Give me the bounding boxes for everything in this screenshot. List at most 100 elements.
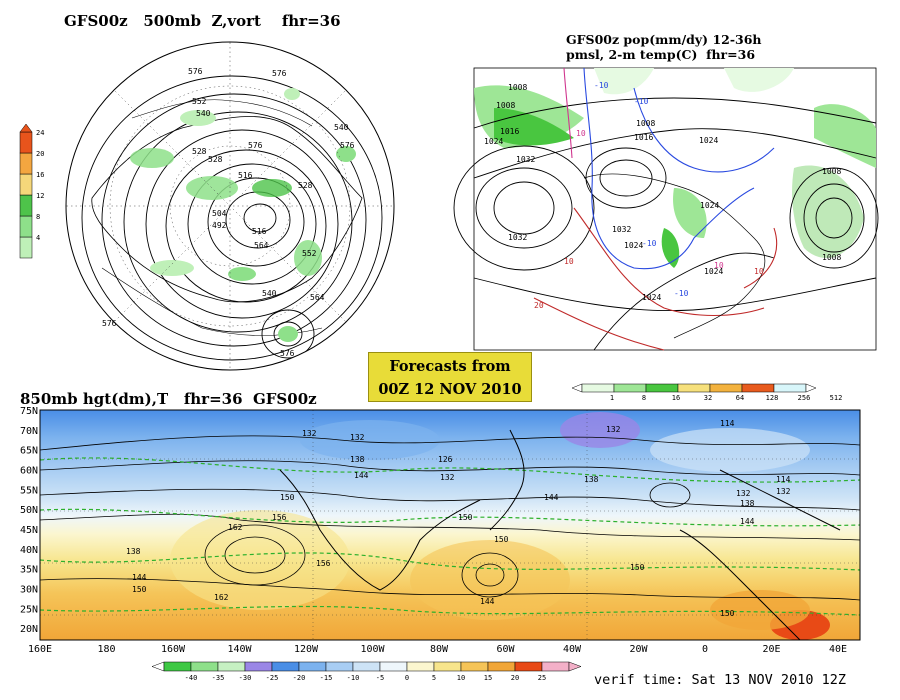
vort-contour-label: 540 — [262, 289, 277, 298]
hgt850-lon-label: 20W — [630, 644, 649, 655]
vort-contour-label: 576 — [340, 141, 355, 150]
vort-contour-label: 540 — [196, 109, 211, 118]
vort-polar-map: 576 5765525405285285165044925165285405525… — [65, 41, 395, 371]
vort-contour-label: 576 — [188, 67, 203, 76]
vort-contour-label: 504 — [212, 209, 227, 218]
pop-colorbar-tick: 128 — [766, 394, 779, 402]
hgt850-lon-label: 160E — [28, 644, 52, 655]
hgt850-contour-label: 162 — [214, 593, 229, 602]
temp-colorbar-swatch — [406, 661, 435, 672]
hgt850-lat-label: 40N — [20, 545, 38, 556]
hgt850-contour-label: 138 — [126, 547, 141, 556]
vort-colorbar-tick: 8 — [36, 213, 40, 221]
hgt850-lon-label: 160W — [161, 644, 186, 655]
pop-colorbar-tick: 1 — [610, 394, 614, 402]
hgt850-contour-label: 150 — [132, 585, 147, 594]
temp-colorbar-tick: 10 — [457, 674, 465, 682]
vort-contour-label: 492 — [212, 221, 227, 230]
hgt850-contour-label: 150 — [458, 513, 473, 522]
vort-colorbar-arrow — [19, 123, 33, 133]
vort-map-title: GFS00z 500mb Z,vort fhr=36 — [64, 12, 341, 30]
hgt850-lon-label: 100W — [360, 644, 385, 655]
pop-title-line2: pmsl, 2-m temp(C) fhr=36 — [566, 47, 756, 62]
pop-pmsl-map: 1008100810161024103210321024101610081024… — [453, 67, 879, 351]
pop-temp-label: 10 — [564, 257, 574, 266]
hgt850-contour-label: 138 — [350, 455, 365, 464]
hgt850-lon-label: 80W — [430, 644, 449, 655]
pop-temp-label: 10 — [576, 129, 586, 138]
pop-isobar-label: 1032 — [508, 233, 527, 242]
hgt850-contour-label: 144 — [740, 517, 755, 526]
hgt850-lat-label: 65N — [20, 446, 38, 457]
vort-contour-label: 552 — [192, 97, 207, 106]
hgt850-contour-label: 132 — [302, 429, 317, 438]
hgt850-lon-axis: 160E 180 160W 140W 120W 100W 80W 60W 40W 20W 0 20E 4… — [28, 644, 847, 655]
pop-isobar-label: 1016 — [500, 127, 519, 136]
temp-colorbar-tick: 20 — [511, 674, 519, 682]
pop-isobar-label: 1024 — [699, 136, 718, 145]
pop-colorbar: 1 8 16 32 64 128 256 512 — [571, 383, 842, 402]
hgt850-lat-label: 55N — [20, 485, 38, 496]
vort-colorbar-swatch — [19, 131, 33, 154]
pop-temp-label: -10 — [642, 239, 657, 248]
pop-colorbar-right-arrow — [805, 383, 817, 393]
forecast-init-box: Forecasts from 00Z 12 NOV 2010 — [368, 352, 532, 402]
pop-isobar-label: 1008 — [496, 101, 515, 110]
hgt850-lon-label: 20E — [763, 644, 781, 655]
forecast-box-line1: Forecasts from — [389, 358, 511, 375]
vort-contour-label: 540 — [334, 123, 349, 132]
temp-colorbar-tick: 5 — [432, 674, 436, 682]
pop-temp-label: -10 — [674, 289, 689, 298]
vort-contour-label: 576 — [280, 349, 295, 358]
pop-isobar-label: 1008 — [822, 253, 841, 262]
vort-contour-label: 516 — [252, 227, 267, 236]
hgt850-lat-label: 50N — [20, 505, 38, 516]
hgt850-lat-label: 45N — [20, 525, 38, 536]
hgt850-contour-label: 138 — [584, 475, 599, 484]
pop-colorbar-swatch — [613, 383, 647, 393]
temp-colorbar-right-arrow — [568, 661, 582, 672]
pop-temp-label: -10 — [594, 81, 609, 90]
hgt850-lat-axis: 75N 70N 65N 60N 55N 50N 45N 40N 35N 30N 25N 20N — [20, 406, 38, 635]
pop-isobar-label: 1024 — [624, 241, 643, 250]
temp-colorbar-swatch — [271, 661, 300, 672]
vort-colorbar-tick: 16 — [36, 171, 44, 179]
temp-colorbar-tick: -20 — [293, 674, 306, 682]
temp-colorbar-tick: 0 — [405, 674, 409, 682]
hgt850-lat-label: 60N — [20, 465, 38, 476]
hgt850-lon-label: 0 — [702, 644, 708, 655]
hgt850-map: 132 1321321381441261321441381501561621381… — [39, 409, 861, 641]
pop-temp-label: 10 — [714, 261, 724, 270]
vort-contour-label: 528 — [208, 155, 223, 164]
temp-colorbar-swatch — [487, 661, 516, 672]
pop-colorbar-left-arrow — [571, 383, 583, 393]
hgt850-lon-label: 140W — [227, 644, 252, 655]
temp-colorbar-swatch — [514, 661, 543, 672]
hgt850-contour-label: 144 — [132, 573, 147, 582]
pop-colorbar-swatch — [773, 383, 807, 393]
hgt850-contour-label: 132 — [606, 425, 621, 434]
vort-colorbar-tick: 12 — [36, 192, 44, 200]
pop-isobar-label: 1008 — [636, 119, 655, 128]
pop-colorbar-swatch — [581, 383, 615, 393]
pop-isobar-label: 1032 — [516, 155, 535, 164]
hgt850-lon-label: 60W — [496, 644, 515, 655]
hgt850-contour-label: 132 — [736, 489, 751, 498]
vort-contour-label: 528 — [298, 181, 313, 190]
hgt850-contour-label: 156 — [316, 559, 331, 568]
hgt850-contour-label: 132 — [440, 473, 455, 482]
hgt850-lat-label: 35N — [20, 565, 38, 576]
pop-temp-labels: 10 -10 -10 -10 10 -10 10 10 20 — [534, 81, 764, 310]
pop-colorbar-tick: 8 — [642, 394, 646, 402]
hgt850-lat-label: 70N — [20, 426, 38, 437]
temp-colorbar-tick: -35 — [212, 674, 225, 682]
hgt850-lon-label: 40W — [563, 644, 582, 655]
pop-colorbar-swatch — [741, 383, 775, 393]
pop-colorbar-tick: 32 — [704, 394, 712, 402]
forecast-box-line2: 00Z 12 NOV 2010 — [378, 381, 522, 398]
hgt850-lon-label: 40E — [829, 644, 847, 655]
vort-colorbar-swatch — [19, 236, 33, 259]
pop-colorbar-swatch — [709, 383, 743, 393]
vort-contour-labels: 576 5765525405285285165044925165285405525… — [102, 67, 355, 358]
temp-colorbar-swatch — [163, 661, 192, 672]
